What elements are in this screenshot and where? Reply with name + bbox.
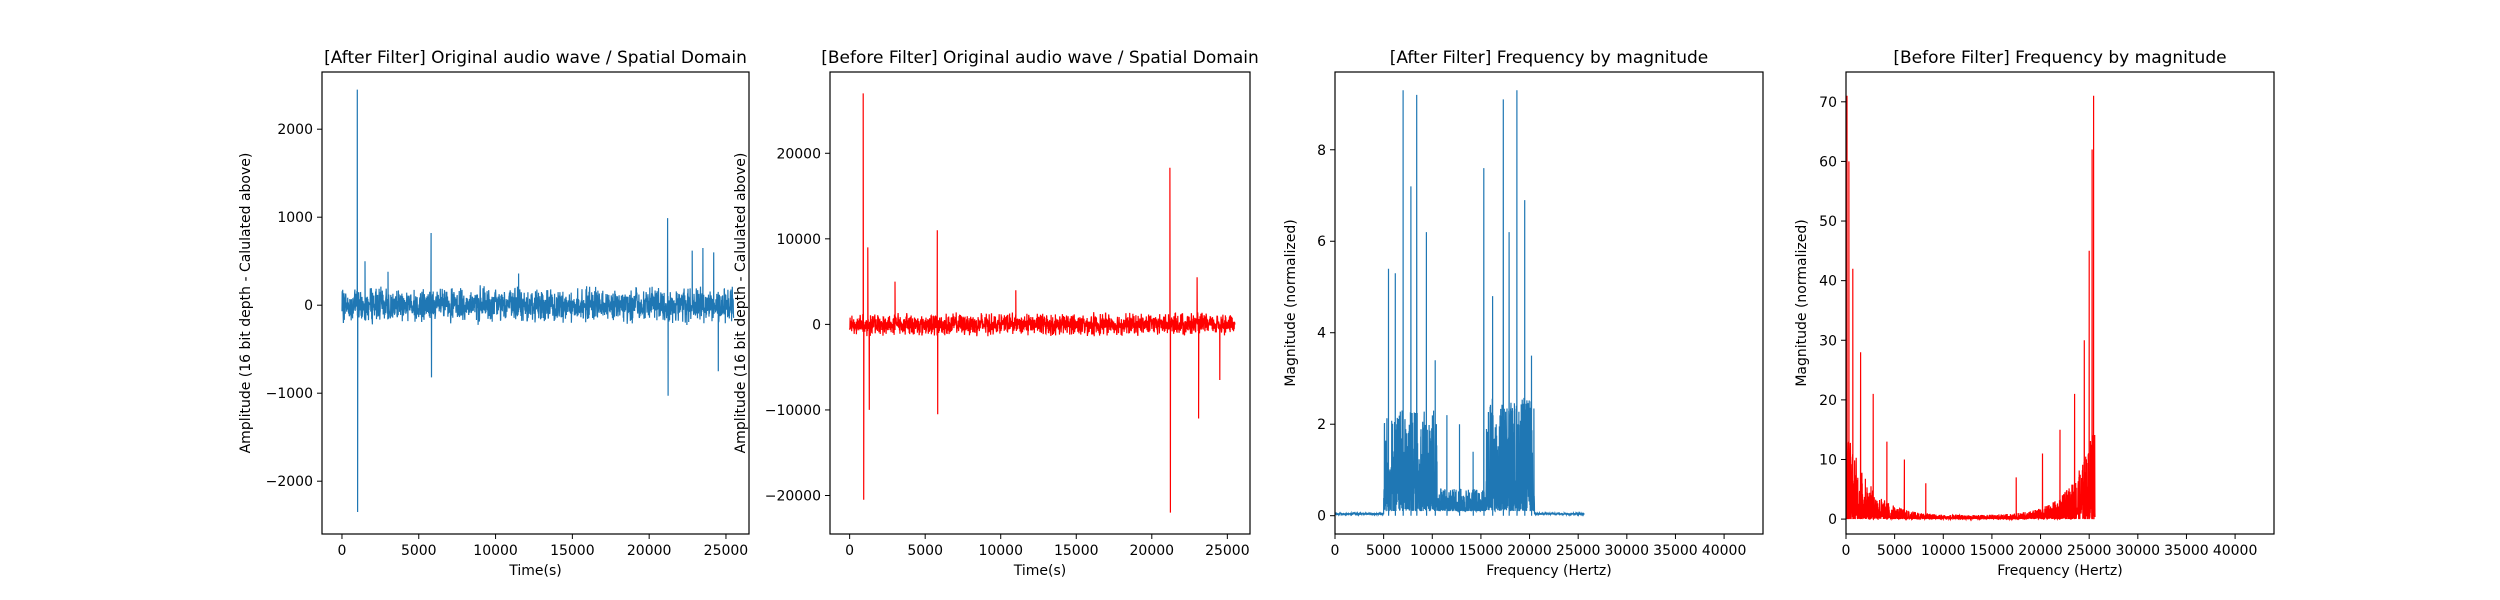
x-tick-label: 0 [338,543,347,559]
y-axis-label: Amplitude (16 bit depth - Calulated abov… [238,153,254,454]
y-tick-label: −2000 [266,474,313,490]
y-tick-label: −20000 [765,489,821,505]
y-tick-label: 10000 [776,232,821,248]
series-line [1846,95,2096,522]
y-tick-label: 2000 [277,122,313,138]
x-tick-label: 30000 [2116,543,2161,559]
x-tick-label: 20000 [2018,543,2063,559]
y-axis-label: Magnitude (normalized) [1283,219,1299,386]
y-tick-label: 20 [1819,393,1837,409]
series-line [1335,90,1585,517]
y-tick-label: −10000 [765,403,821,419]
y-tick-label: 40 [1819,274,1837,290]
y-tick-label: 4 [1317,326,1326,342]
plot-frame [829,71,1251,535]
x-tick-label: 25000 [704,543,749,559]
x-tick-label: 35000 [2164,543,2209,559]
y-tick-label: 0 [304,298,313,314]
x-axis-label: Frequency (Hertz) [1997,563,2122,579]
x-tick-label: 20000 [1507,543,1552,559]
y-tick-label: 0 [1828,512,1837,528]
y-tick-label: 8 [1317,143,1326,159]
x-tick-label: 10000 [1410,543,1455,559]
before-freq-chart: [Before Filter] Frequency by magnitude F… [1794,48,2275,579]
y-axis-label: Amplitude (16 bit depth - Calulated abov… [733,153,749,454]
y-tick-label: 50 [1819,214,1837,230]
chart-title: [Before Filter] Frequency by magnitude [1893,48,2226,68]
x-tick-label: 15000 [1459,543,1504,559]
x-tick-label: 0 [1842,543,1851,559]
y-tick-label: 1000 [277,210,313,226]
y-tick-label: 0 [812,317,821,333]
x-tick-label: 15000 [1054,543,1099,559]
y-tick-label: 30 [1819,333,1837,349]
x-tick-label: 40000 [2213,543,2258,559]
after-wave-chart: [After Filter] Original audio wave / Spa… [238,48,750,579]
chart-title: [After Filter] Original audio wave / Spa… [324,48,747,68]
chart-title: [Before Filter] Original audio wave / Sp… [821,48,1258,68]
x-axis-label: Time(s) [508,563,561,579]
series-line [849,93,1236,513]
series-line [341,89,735,513]
x-tick-label: 0 [845,543,854,559]
x-tick-label: 15000 [1970,543,2015,559]
x-tick-label: 35000 [1653,543,1698,559]
x-tick-label: 5000 [401,543,437,559]
y-tick-label: 60 [1819,154,1837,170]
x-tick-label: 25000 [2067,543,2112,559]
y-axis-label: Magnitude (normalized) [1794,219,1810,386]
x-tick-label: 10000 [473,543,518,559]
y-tick-label: 20000 [776,146,821,162]
y-tick-label: 6 [1317,234,1326,250]
x-axis-label: Time(s) [1013,563,1066,579]
y-tick-label: 0 [1317,509,1326,525]
x-tick-label: 10000 [1921,543,1966,559]
x-tick-label: 20000 [627,543,672,559]
x-tick-label: 0 [1331,543,1340,559]
y-tick-label: 2 [1317,417,1326,433]
before-wave-chart: [Before Filter] Original audio wave / Sp… [733,48,1259,579]
y-tick-label: 10 [1819,452,1837,468]
x-tick-label: 10000 [978,543,1023,559]
x-tick-label: 25000 [1205,543,1250,559]
after-freq-chart: [After Filter] Frequency by magnitude Fr… [1283,48,1764,579]
x-tick-label: 5000 [1877,543,1913,559]
x-tick-label: 40000 [1702,543,1747,559]
x-tick-label: 5000 [907,543,943,559]
chart-title: [After Filter] Frequency by magnitude [1390,48,1708,68]
plot-frame [321,71,750,535]
x-tick-label: 5000 [1366,543,1402,559]
x-tick-label: 15000 [550,543,595,559]
x-tick-label: 25000 [1556,543,1601,559]
x-tick-label: 30000 [1605,543,1650,559]
y-tick-label: 70 [1819,95,1837,111]
y-tick-label: −1000 [266,386,313,402]
x-tick-label: 20000 [1130,543,1175,559]
plot-frame [1845,71,2275,535]
plot-frame [1334,71,1764,535]
x-axis-label: Frequency (Hertz) [1486,563,1611,579]
